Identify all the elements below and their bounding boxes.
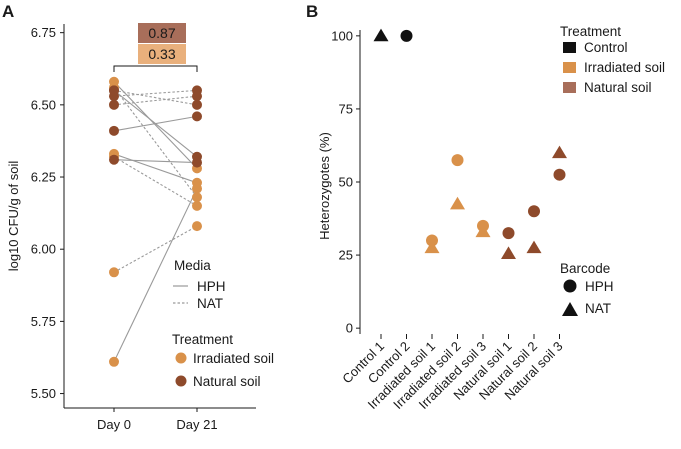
legend-a-irradiated-swatch (175, 352, 187, 364)
pvalue-label-2: 0.33 (148, 46, 175, 62)
point-hph-natural (502, 227, 515, 240)
point-natural-nat (109, 99, 119, 110)
point-irradiated-nat (192, 221, 202, 232)
point-hph-natural (553, 168, 566, 181)
legend-barcode-hph: HPH (585, 279, 614, 294)
point-natural-nat (109, 85, 119, 96)
paired-line-hph (113, 153, 198, 184)
point-nat-irradiated (424, 240, 440, 254)
point-nat-natural (501, 246, 516, 260)
point-natural-hph (192, 111, 202, 122)
point-nat-irradiated (450, 196, 465, 210)
point-natural-hph (109, 154, 119, 165)
panel-a-x-tick-label: Day 21 (176, 417, 217, 432)
panel-b-y-tick-label: 50 (339, 175, 353, 190)
panel-a-x-tick-label: Day 0 (97, 417, 131, 432)
legend-a-natural-swatch (175, 375, 187, 387)
paired-line-hph (113, 159, 198, 164)
paired-line-nat (113, 89, 198, 106)
point-nat-natural (552, 145, 567, 159)
paired-line-hph (113, 81, 198, 169)
paired-line-nat (113, 95, 198, 106)
panel-b-points (373, 28, 567, 260)
panel-a-y-tick-label: 6.00 (31, 242, 56, 257)
legend-media-title: Media (174, 258, 211, 273)
paired-line-nat (113, 225, 198, 273)
point-natural-hph (192, 157, 202, 168)
panel-a-paired-lines (113, 81, 198, 363)
point-hph-irradiated (451, 154, 464, 167)
panel-a-points (109, 76, 202, 367)
point-hph-irradiated (426, 234, 438, 247)
panel-b-y-tick-label: 75 (339, 101, 353, 116)
pvalue-box-2 (138, 44, 186, 64)
panel-b-y-tick-label: 0 (346, 321, 353, 336)
panel-a-y-ticks: 5.50 5.75 6.00 6.25 6.50 6.75 (31, 25, 64, 401)
point-irradiated-nat (192, 192, 202, 203)
panel-a-legend-media: Media HPH NAT (173, 258, 226, 311)
panel-a-legend-treatment: Treatment Irradiated soil Natural soil (172, 332, 274, 389)
panel-b-legend-treatment: Treatment Control Irradiated soil Natura… (560, 24, 665, 95)
legend-b-natural-swatch (563, 82, 576, 93)
panel-a-significance-bracket (113, 65, 198, 72)
point-nat-natural (526, 240, 542, 254)
panel-a-y-tick-label: 5.50 (31, 386, 56, 401)
panel-a-chart: 5.50 5.75 6.00 6.25 6.50 6.75 Day 0 Day 21 log… (6, 23, 274, 432)
panel-b-y-axis-title: Heterozygotes (%) (317, 132, 332, 240)
legend-barcode-circle (563, 279, 577, 293)
panel-a-y-tick-label: 6.50 (31, 97, 56, 112)
panel-b-y-ticks: 0 25 50 75 100 (331, 28, 360, 336)
panel-b-y-tick-label: 100 (331, 28, 353, 43)
point-irradiated-nat (109, 267, 119, 278)
legend-a-treatment-title: Treatment (172, 332, 233, 347)
panel-a-y-axis-title: log10 CFU/g of soil (6, 161, 21, 272)
pvalue-label-1: 0.87 (148, 25, 175, 41)
point-natural-nat (192, 91, 202, 102)
paired-line-nat (113, 89, 198, 97)
legend-b-natural-label: Natural soil (584, 80, 652, 95)
legend-media-hph: HPH (197, 279, 226, 294)
pvalue-box-1 (138, 23, 186, 43)
point-nat-irradiated (475, 224, 491, 238)
point-natural-nat (192, 99, 202, 110)
panel-a-y-tick-label: 5.75 (31, 314, 56, 329)
panel-a-y-tick-label: 6.25 (31, 170, 56, 185)
paired-line-nat (113, 87, 198, 198)
panel-a-x-ticks: Day 0 Day 21 (97, 408, 218, 432)
legend-a-natural-label: Natural soil (193, 374, 261, 389)
legend-b-control-label: Control (584, 40, 628, 55)
panel-b-legend-barcode: Barcode HPH NAT (560, 261, 614, 316)
legend-b-treatment-title: Treatment (560, 24, 621, 39)
legend-b-control-swatch (563, 42, 576, 53)
panel-a-y-tick-label: 6.75 (31, 25, 56, 40)
point-irradiated-hph (192, 183, 202, 194)
legend-b-irradiated-swatch (563, 62, 576, 73)
point-natural-hph (109, 125, 119, 136)
point-hph-control (400, 29, 413, 42)
legend-b-irradiated-label: Irradiated soil (584, 60, 665, 75)
point-nat-control (373, 28, 389, 42)
legend-barcode-title: Barcode (560, 261, 610, 276)
paired-line-hph (113, 188, 198, 363)
point-irradiated-nat (192, 200, 202, 211)
point-hph-natural (528, 205, 540, 218)
legend-barcode-triangle (562, 302, 578, 316)
legend-media-nat: NAT (197, 296, 223, 311)
panel-b-letter: B (306, 2, 318, 21)
legend-barcode-nat: NAT (585, 301, 611, 316)
paired-line-hph (113, 115, 198, 132)
legend-a-irradiated-label: Irradiated soil (193, 351, 274, 366)
point-irradiated-hph (109, 356, 119, 367)
panel-a-letter: A (2, 2, 14, 21)
panel-b-y-tick-label: 25 (339, 248, 353, 263)
